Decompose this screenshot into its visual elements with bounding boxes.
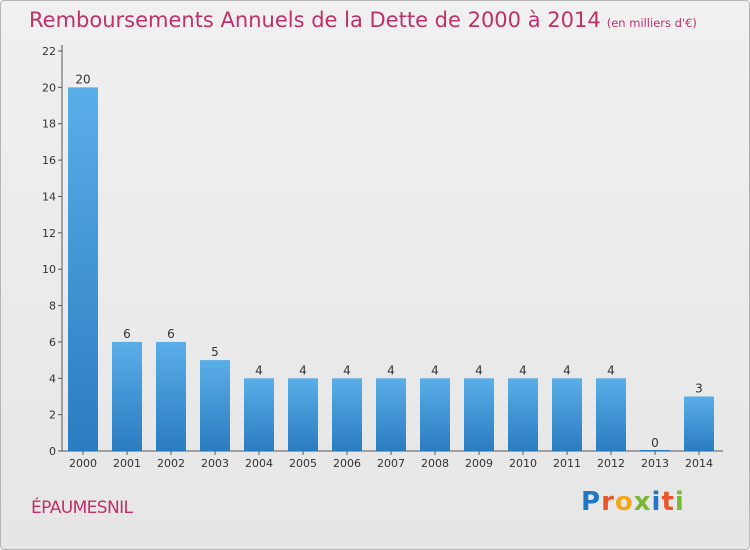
y-tick-label: 10 <box>42 263 56 276</box>
y-tick-label: 12 <box>42 227 56 240</box>
bar <box>200 360 230 451</box>
x-tick-label: 2013 <box>641 457 669 470</box>
bar <box>420 378 450 451</box>
bar <box>684 396 714 451</box>
bar <box>552 378 582 451</box>
logo-letter: t <box>661 487 675 517</box>
logo-letter: P <box>581 487 602 517</box>
chart-title-text: Remboursements Annuels de la Dette de 20… <box>29 8 601 32</box>
y-tick-label: 14 <box>42 190 56 203</box>
x-tick-label: 2008 <box>421 457 449 470</box>
bar <box>596 378 626 451</box>
bar <box>244 378 274 451</box>
x-tick-label: 2010 <box>509 457 537 470</box>
logo-letter: i <box>651 487 662 517</box>
bar <box>640 450 670 451</box>
data-label: 6 <box>167 327 175 341</box>
y-tick-label: 16 <box>42 154 56 167</box>
data-label: 6 <box>123 327 131 341</box>
x-tick-label: 2002 <box>157 457 185 470</box>
data-label: 4 <box>387 363 395 377</box>
bar <box>464 378 494 451</box>
x-tick-label: 2001 <box>113 457 141 470</box>
x-tick-label: 2011 <box>553 457 581 470</box>
data-label: 3 <box>695 381 703 395</box>
bar <box>508 378 538 451</box>
x-tick-label: 2004 <box>245 457 273 470</box>
x-tick-label: 2014 <box>685 457 713 470</box>
x-tick-label: 2006 <box>333 457 361 470</box>
data-label: 20 <box>75 72 90 86</box>
y-tick-label: 0 <box>49 445 56 458</box>
data-label: 4 <box>607 363 615 377</box>
bar <box>156 341 186 451</box>
x-tick-label: 2009 <box>465 457 493 470</box>
commune-name: ÉPAUMESNIL <box>31 498 133 518</box>
chart-subtitle: (en milliers d'€) <box>606 16 697 30</box>
logo-letter: r <box>601 487 615 517</box>
proxiti-logo: Proxiti <box>581 487 685 517</box>
data-label: 4 <box>563 363 571 377</box>
x-tick-label: 2007 <box>377 457 405 470</box>
data-label: 4 <box>343 363 351 377</box>
data-label: 0 <box>651 436 659 450</box>
data-label: 5 <box>211 345 219 359</box>
chart-title: Remboursements Annuels de la Dette de 20… <box>29 8 697 32</box>
y-tick-label: 8 <box>49 300 56 313</box>
logo-letter: i <box>674 487 685 517</box>
bar <box>68 87 98 451</box>
data-label: 4 <box>431 363 439 377</box>
data-label: 4 <box>299 363 307 377</box>
logo-letter: o <box>614 487 634 517</box>
data-label: 4 <box>255 363 263 377</box>
x-tick-label: 2012 <box>597 457 625 470</box>
y-tick-label: 6 <box>49 336 56 349</box>
bar <box>288 378 318 451</box>
data-label: 4 <box>519 363 527 377</box>
y-tick-label: 22 <box>42 45 56 58</box>
y-tick-label: 2 <box>49 409 56 422</box>
y-tick-label: 4 <box>49 372 56 385</box>
bar <box>112 341 142 451</box>
x-tick-label: 2003 <box>201 457 229 470</box>
y-tick-label: 18 <box>42 118 56 131</box>
x-tick-label: 2005 <box>289 457 317 470</box>
logo-letter: x <box>633 487 652 517</box>
y-tick-label: 20 <box>42 81 56 94</box>
bar <box>332 378 362 451</box>
x-tick-label: 2000 <box>69 457 97 470</box>
data-label: 4 <box>475 363 483 377</box>
bar <box>376 378 406 451</box>
